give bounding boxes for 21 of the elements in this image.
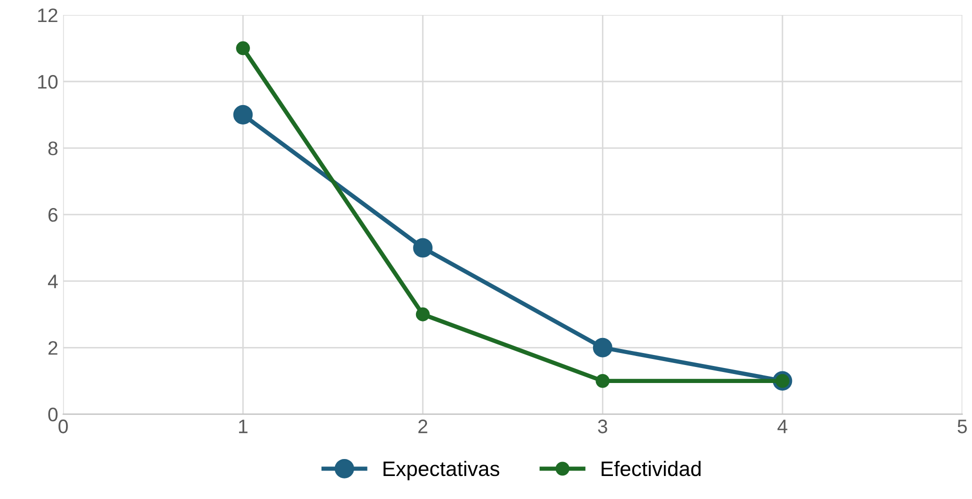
point bbox=[413, 238, 433, 258]
y-tick-label: 10 bbox=[38, 74, 58, 89]
x-tick-label: 0 bbox=[58, 420, 68, 434]
point bbox=[236, 41, 250, 56]
y-tick-label: 8 bbox=[48, 142, 58, 156]
point bbox=[416, 307, 430, 322]
x-tick-label: 4 bbox=[778, 420, 788, 434]
y-tick-label: 4 bbox=[48, 274, 58, 288]
legend-label: Efectividad bbox=[602, 460, 701, 476]
point bbox=[233, 105, 253, 124]
x-tick-label: 2 bbox=[418, 420, 428, 434]
point bbox=[592, 338, 612, 358]
y-tick-label: 12 bbox=[38, 8, 58, 22]
x-tick-label: 1 bbox=[239, 420, 248, 434]
x-tick-label: 5 bbox=[958, 420, 967, 434]
legend-label: Expectativas bbox=[384, 460, 500, 480]
y-tick-label: 0 bbox=[48, 408, 58, 422]
point bbox=[596, 374, 610, 388]
x-tick-label: 3 bbox=[598, 420, 608, 434]
y-tick-label: 6 bbox=[48, 208, 58, 222]
y-tick-label: 2 bbox=[48, 341, 58, 355]
